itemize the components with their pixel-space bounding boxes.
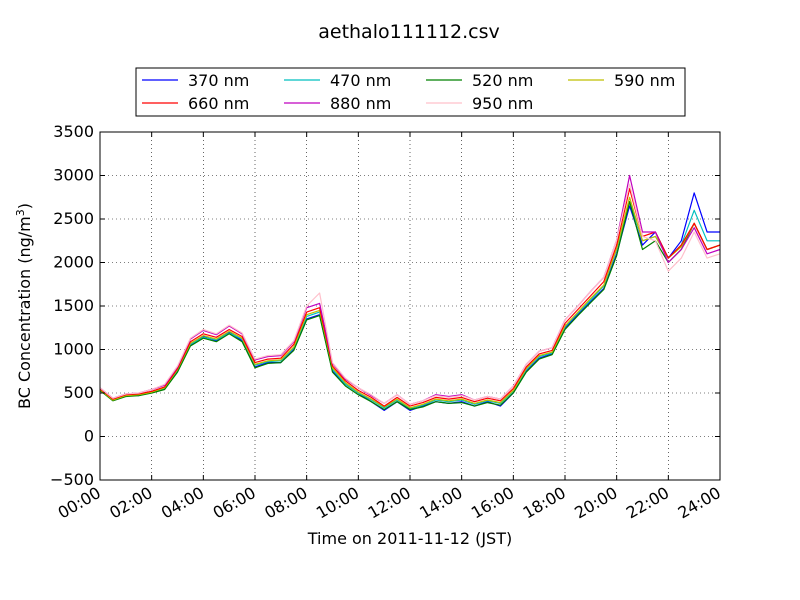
y-axis-label-close: ): [15, 203, 34, 209]
y-tick-label: 3500: [53, 122, 94, 141]
legend-label: 470 nm: [330, 71, 391, 90]
legend-label: 660 nm: [188, 94, 249, 113]
x-tick-label: 08:00: [261, 483, 310, 523]
legend-label: 520 nm: [472, 71, 533, 90]
x-tick-label: 14:00: [416, 483, 465, 523]
legend-label: 950 nm: [472, 94, 533, 113]
x-tick-label: 20:00: [571, 483, 620, 523]
legend-label: 880 nm: [330, 94, 391, 113]
y-axis-label-main: BC Concentration (ng/m: [15, 216, 34, 409]
x-tick-label: 10:00: [313, 483, 362, 523]
series-line: [99, 192, 720, 411]
series-line: [99, 183, 721, 405]
legend-box: [135, 67, 686, 117]
y-tick-label: 0: [84, 427, 94, 446]
series-line: [99, 201, 721, 411]
x-tick-label: 06:00: [210, 483, 259, 523]
series-line: [99, 196, 721, 409]
x-tick-label: 22:00: [623, 483, 672, 523]
plot-lines: [99, 174, 721, 411]
legend: 370 nm 470 nm 520 nm 590 nm 660 nm 880 nm 950 …: [135, 67, 686, 117]
y-tick-label: 2000: [53, 253, 94, 272]
legend-label: 590 nm: [614, 71, 675, 90]
x-tick-label: 16:00: [468, 483, 517, 523]
axis-ticks: 00:00 02:00 04:00 06:00 08:00 10:00 12:00 14:00…: [50, 122, 724, 523]
y-tick-label: 2500: [53, 209, 94, 228]
y-tick-label: 500: [63, 383, 94, 402]
x-tick-label: 24:00: [675, 483, 724, 523]
x-tick-label: 02:00: [106, 483, 155, 523]
y-tick-label: 3000: [53, 166, 94, 185]
x-tick-label: 12:00: [365, 483, 414, 523]
y-axis-label-superscript: 3: [14, 209, 27, 216]
x-tick-label: 18:00: [520, 483, 569, 523]
x-tick-label: 04:00: [158, 483, 207, 523]
series-line: [99, 188, 721, 407]
y-axis-label: BC Concentration (ng/m3): [14, 203, 35, 409]
grid: [100, 132, 720, 480]
chart-title: aethalo111112.csv: [318, 21, 500, 43]
x-axis-label: Time on 2011-11-12 (JST): [307, 529, 512, 548]
legend-label: 370 nm: [188, 71, 249, 90]
y-tick-label: 1500: [53, 296, 94, 315]
y-tick-label: −500: [50, 470, 94, 489]
y-tick-label: 1000: [53, 340, 94, 359]
